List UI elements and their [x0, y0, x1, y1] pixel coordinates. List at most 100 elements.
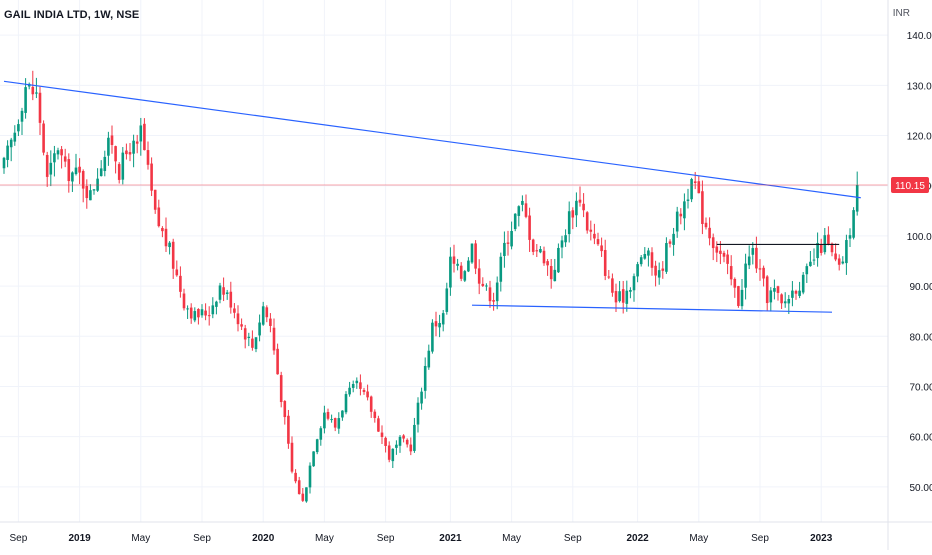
candle-body — [657, 270, 661, 278]
candle-body — [463, 271, 467, 281]
candle — [848, 228, 852, 247]
candle-body — [99, 168, 103, 177]
time-axis[interactable]: Sep 2019 May Sep 2020 May Sep 2021 May Sep 2022 May… — [0, 521, 932, 544]
candle — [841, 256, 845, 265]
candle — [287, 409, 290, 449]
candle-body — [53, 153, 56, 163]
candle-body — [578, 199, 582, 203]
candle-body — [675, 211, 679, 232]
candle — [258, 314, 261, 342]
candle — [467, 257, 470, 273]
candle — [107, 131, 110, 166]
candle-body — [38, 92, 42, 123]
candle — [845, 234, 848, 275]
candle — [632, 273, 636, 302]
candle-body — [751, 248, 755, 255]
candle-body — [287, 415, 290, 444]
candle-body — [481, 283, 485, 286]
trendline[interactable] — [3, 80, 861, 199]
candle-body — [218, 285, 222, 300]
candle — [420, 387, 423, 410]
candle — [326, 408, 330, 421]
candle-body — [305, 487, 308, 502]
candle — [225, 289, 229, 300]
candle — [751, 242, 755, 265]
candle-body — [593, 233, 596, 239]
candle — [240, 318, 243, 331]
candle-body — [521, 200, 524, 205]
x-tick-label: Sep — [564, 533, 582, 544]
candle-body — [96, 178, 99, 191]
candle — [42, 120, 45, 156]
candle-body — [222, 287, 225, 295]
candle-body — [679, 213, 683, 217]
candle-body — [413, 424, 416, 451]
candle-body — [528, 215, 531, 240]
candle-body — [427, 350, 431, 368]
y-tick-label: 80.00 — [909, 332, 932, 343]
candle-body — [384, 437, 387, 446]
candle-body — [6, 145, 9, 160]
candle-body — [344, 394, 348, 413]
candle — [704, 217, 708, 230]
candle-body — [107, 137, 110, 156]
symbol-title[interactable]: GAIL INDIA LTD, 1W, NSE — [4, 9, 140, 21]
candle — [650, 247, 654, 276]
candle-body — [186, 308, 189, 310]
candle-body — [441, 313, 445, 325]
candle-body — [409, 444, 413, 452]
candle-body — [56, 150, 60, 155]
candle-body — [693, 181, 697, 183]
candle — [85, 179, 89, 209]
candle — [276, 343, 279, 375]
candle — [643, 247, 647, 260]
candle-body — [398, 436, 402, 446]
candle-body — [92, 189, 96, 191]
candle-body — [330, 419, 333, 421]
candle-body — [168, 242, 171, 248]
candle-body — [485, 285, 488, 287]
candle-body — [762, 267, 765, 279]
candle — [834, 243, 837, 262]
candle — [765, 275, 769, 311]
candle-body — [35, 92, 38, 94]
candle-body — [470, 243, 474, 263]
candle — [769, 287, 773, 312]
candle — [571, 207, 575, 230]
candle-body — [110, 135, 114, 145]
candle-body — [225, 292, 229, 294]
candle — [575, 192, 578, 228]
candle — [427, 344, 431, 370]
candle — [701, 180, 704, 235]
candle-body — [737, 286, 740, 306]
candle — [657, 262, 661, 285]
candle — [362, 387, 366, 395]
candle-body — [240, 324, 243, 327]
candle — [215, 300, 218, 315]
candle-body — [294, 472, 297, 482]
candle — [81, 169, 85, 203]
candle — [9, 137, 13, 162]
candle — [211, 297, 215, 319]
drawings — [0, 80, 888, 313]
candle — [164, 217, 168, 253]
candle-body — [146, 150, 150, 165]
candle-body — [315, 439, 319, 453]
candle-body — [114, 146, 117, 162]
candle-body — [125, 150, 128, 155]
candle-body — [819, 244, 823, 253]
candle-body — [524, 203, 528, 217]
x-tick-label: May — [502, 533, 521, 544]
candle — [596, 232, 600, 246]
candle — [837, 254, 841, 271]
candle — [438, 314, 441, 338]
candle-body — [377, 418, 380, 432]
candle — [20, 107, 24, 135]
candle — [380, 425, 384, 444]
candle — [722, 250, 726, 263]
candle — [117, 162, 121, 184]
trendline[interactable] — [471, 304, 833, 313]
candle-body — [17, 124, 20, 132]
